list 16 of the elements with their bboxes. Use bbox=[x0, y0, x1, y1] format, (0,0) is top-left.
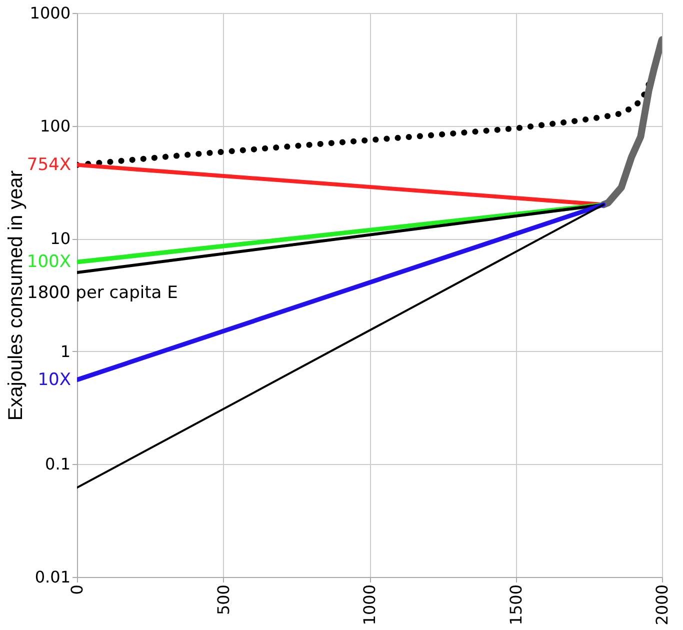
x-tick-label: 500 bbox=[214, 584, 233, 616]
y-tick-label: 10 bbox=[50, 229, 70, 248]
y-tick-label: 1 bbox=[60, 342, 70, 361]
series-label: 754X bbox=[26, 154, 72, 175]
x-tick-label: 1000 bbox=[360, 584, 379, 626]
x-tick-label: 0 bbox=[68, 584, 86, 595]
series-label: 100X bbox=[26, 252, 72, 272]
y-tick-label: 0.01 bbox=[34, 568, 70, 586]
x-tick-label: 1500 bbox=[506, 584, 526, 626]
y-tick-label: 1000 bbox=[30, 4, 70, 22]
series-label: 10X bbox=[38, 370, 72, 390]
x-tick-label: 2000 bbox=[652, 584, 672, 626]
y-tick-label: 100 bbox=[40, 116, 70, 136]
annotation: 1800 per capita E bbox=[27, 283, 178, 303]
y-axis-title: Exajoules consumed in year bbox=[4, 170, 27, 421]
y-tick-label: 0.1 bbox=[45, 454, 70, 474]
